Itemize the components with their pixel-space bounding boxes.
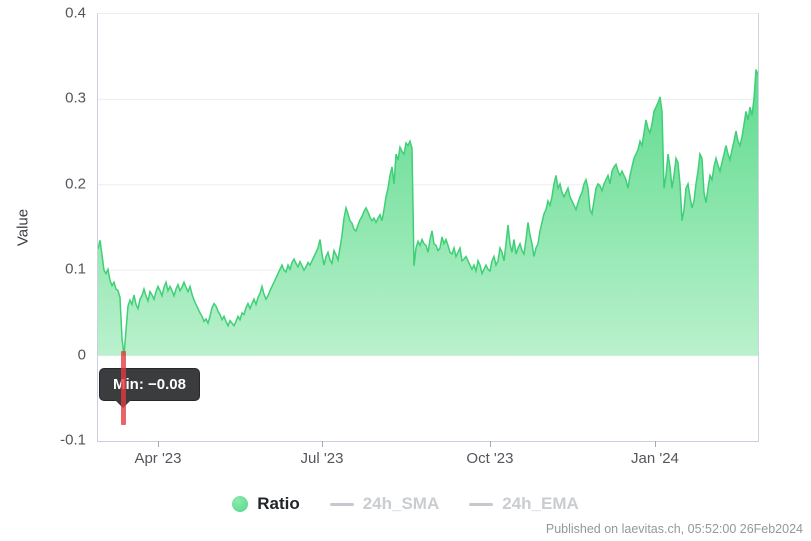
legend-dash-icon [469, 502, 494, 506]
y-tick-label: -0.1 [60, 431, 86, 449]
legend-label: Ratio [257, 494, 300, 513]
x-tick-mark [654, 441, 656, 447]
y-tick-label: 0.2 [65, 175, 86, 193]
x-tick-mark [157, 441, 159, 447]
legend: Ratio 24h_SMA 24h_EMA [0, 492, 811, 516]
legend-item-24h_ema[interactable]: 24h_EMA [469, 494, 579, 514]
x-tick-mark [321, 441, 323, 447]
x-tick-label: Jan '24 [631, 450, 679, 467]
legend-circle-icon [232, 496, 249, 512]
min-tooltip-label: Min: −0.08 [113, 376, 186, 393]
x-tick-label: Oct '23 [466, 450, 514, 467]
legend-item-24h_sma[interactable]: 24h_SMA [329, 494, 440, 514]
y-tick-label: 0.3 [65, 89, 86, 107]
plot-area[interactable] [97, 13, 759, 442]
x-tick-label: Apr '23 [134, 450, 182, 467]
min-marker-line [120, 350, 126, 425]
legend-label: 24h_SMA [362, 494, 440, 513]
area-series-ratio [98, 69, 758, 357]
y-tick-label: 0 [77, 346, 86, 364]
legend-label: 24h_EMA [502, 494, 579, 513]
y-tick-label: 0.1 [65, 260, 86, 278]
legend-item-ratio[interactable]: Ratio [232, 494, 300, 514]
min-tooltip: Min: −0.08 [99, 368, 200, 408]
y-tick-label: 0.4 [65, 4, 86, 22]
x-tick-mark [489, 441, 491, 447]
x-tick-label: Jul '23 [300, 450, 344, 467]
legend-dash-icon [329, 502, 354, 506]
watermark: Published on laevitas.ch, 05:52:00 26Feb… [545, 522, 803, 536]
